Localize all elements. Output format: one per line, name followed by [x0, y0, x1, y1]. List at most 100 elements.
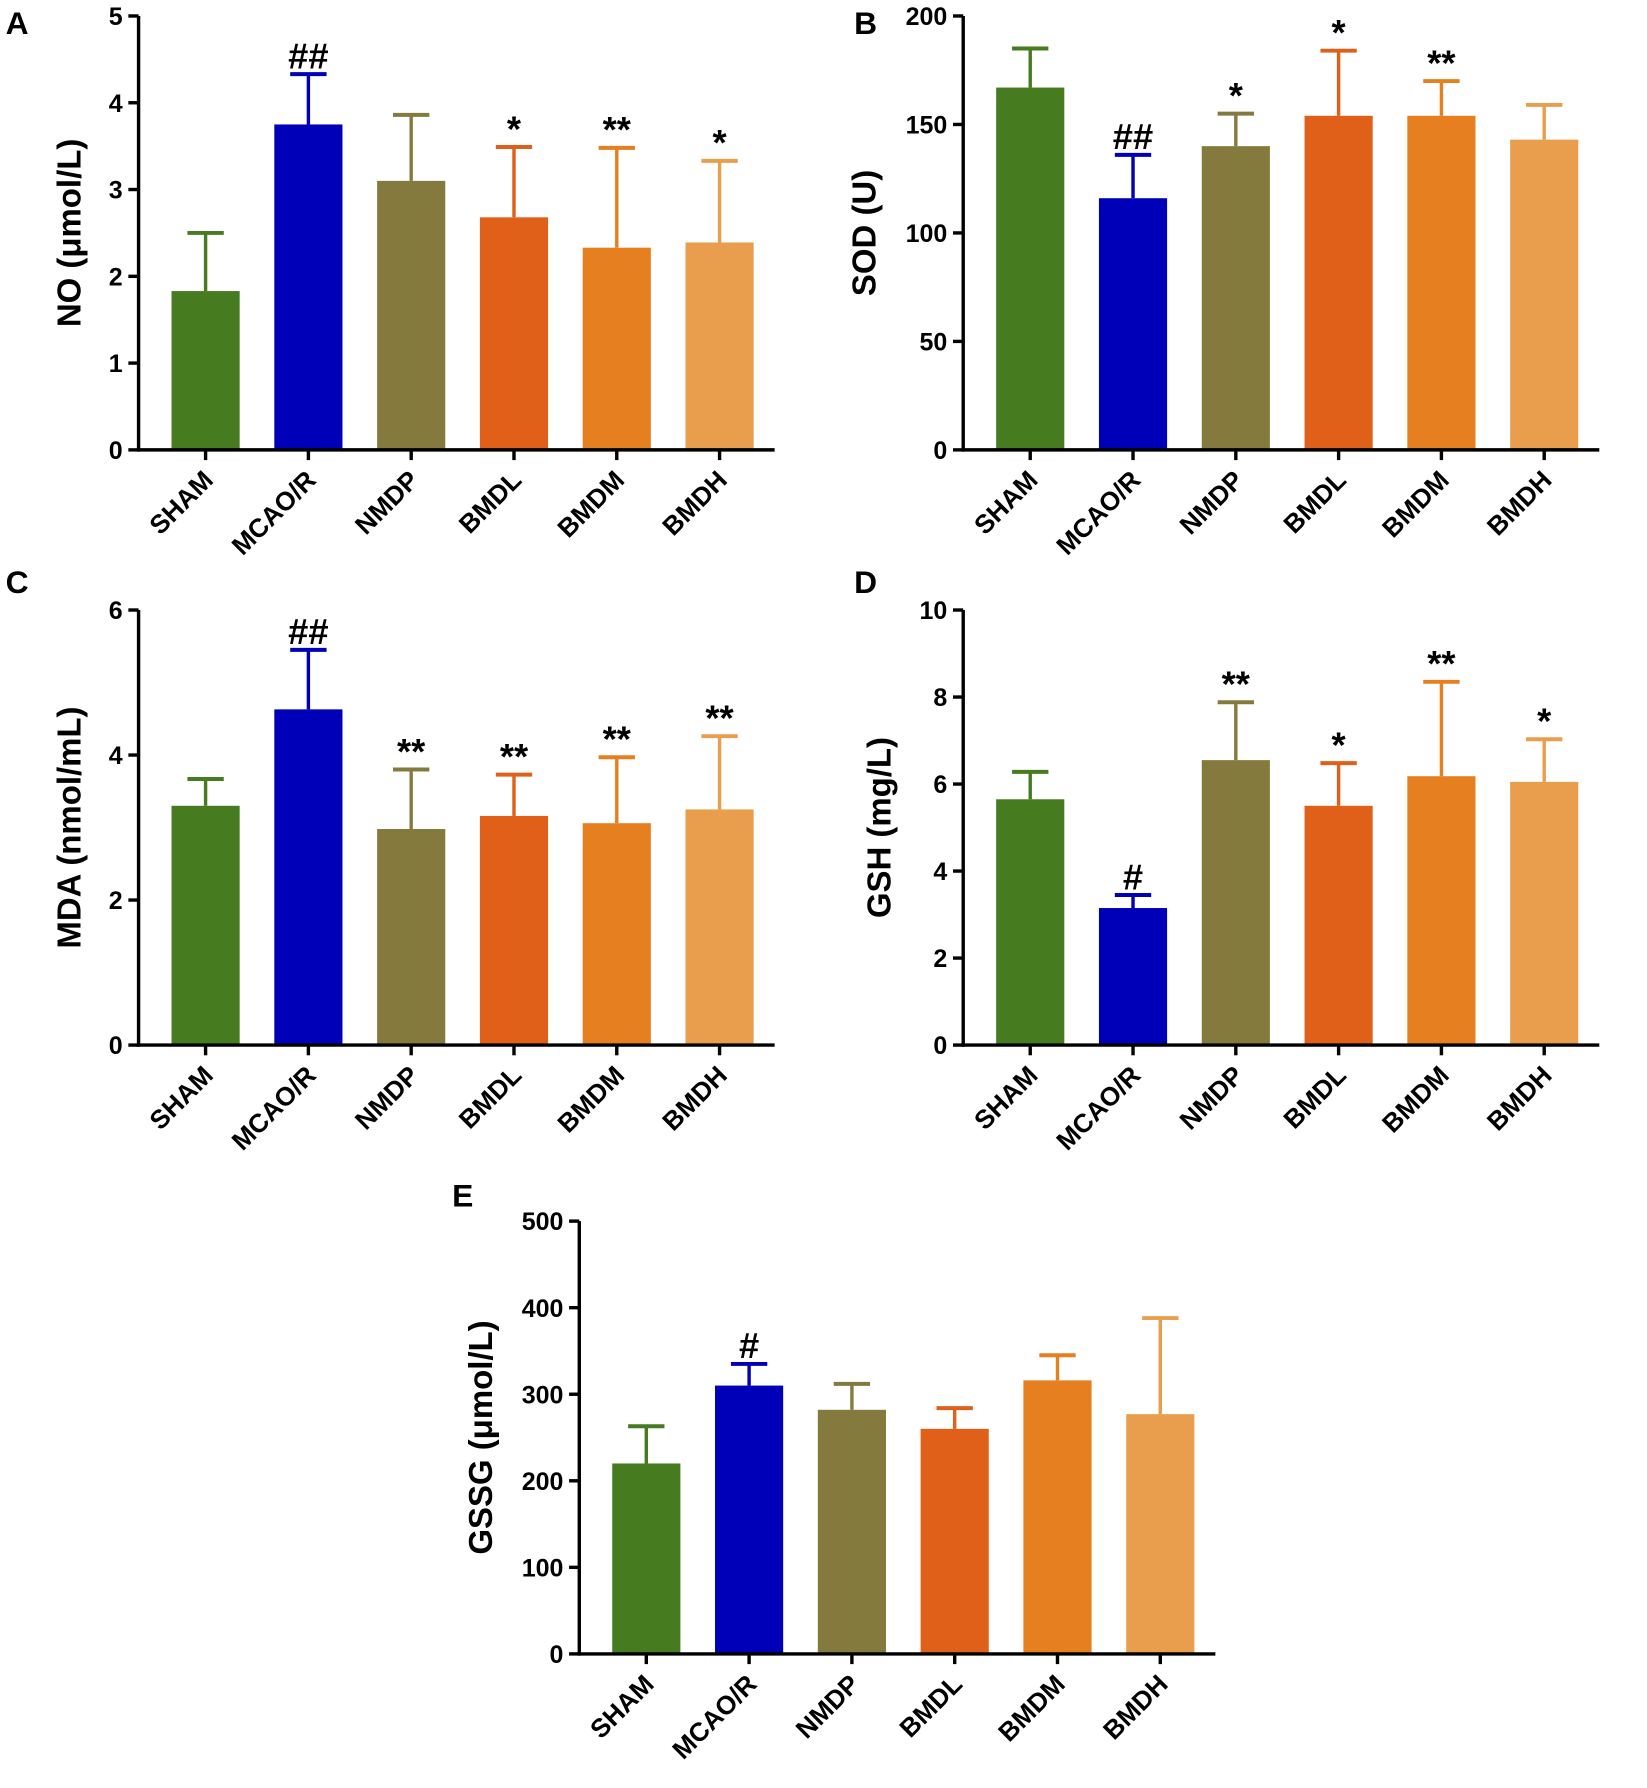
y-tick-label: 200: [906, 3, 948, 31]
y-tick-label: 2: [933, 945, 947, 973]
y-axis-label: GSSG (μmol/L): [462, 1320, 499, 1554]
y-tick-label: 1: [109, 350, 123, 378]
significance-label: **: [603, 109, 632, 150]
significance-label: **: [500, 736, 529, 777]
significance-label: **: [1427, 42, 1456, 83]
x-tick-label: SHAM: [968, 465, 1044, 541]
x-tick-label: SHAM: [143, 1060, 219, 1136]
bar-sham: [996, 87, 1065, 450]
x-tick-label: BMDL: [453, 1060, 528, 1135]
bar-bmdh: [685, 809, 754, 1046]
x-tick-label: BMDM: [1376, 465, 1455, 544]
bar-bmdh: [685, 242, 754, 450]
y-tick-label: 2: [109, 263, 123, 291]
significance-label: *: [712, 122, 727, 163]
x-tick-label: NMDP: [1174, 1060, 1250, 1136]
bar-bmdm: [1407, 115, 1476, 450]
y-tick-label: 2: [109, 887, 123, 915]
significance-label: #: [739, 1325, 759, 1366]
panel-label: A: [6, 5, 29, 41]
x-tick-label: BMDH: [1097, 1669, 1174, 1746]
x-tick-label: BMDH: [1481, 465, 1558, 542]
x-tick-label: BMDL: [1277, 465, 1352, 540]
bar-bmdh: [1510, 781, 1579, 1046]
x-tick-label: SHAM: [584, 1669, 660, 1745]
x-tick-label: BMDL: [893, 1669, 968, 1744]
y-tick-label: 6: [933, 771, 947, 799]
y-tick-label: 6: [109, 597, 123, 625]
y-axis-label: MDA (nmol/mL): [51, 706, 88, 948]
bar-nmdp: [377, 180, 446, 450]
y-tick-label: 200: [522, 1468, 564, 1496]
bar-bmdm: [582, 247, 651, 450]
y-tick-label: 4: [109, 742, 123, 770]
bar-bmdl: [920, 1428, 989, 1654]
significance-label: **: [603, 719, 632, 760]
significance-label: *: [1332, 12, 1347, 53]
x-tick-label: BMDM: [1376, 1060, 1455, 1139]
y-tick-label: 5: [109, 3, 123, 31]
significance-label: ##: [1113, 116, 1153, 157]
significance-label: *: [1332, 724, 1347, 765]
y-tick-label: 0: [109, 1032, 123, 1060]
y-tick-label: 0: [933, 437, 947, 465]
x-tick-label: BMDM: [551, 1060, 630, 1139]
significance-label: ##: [288, 611, 328, 652]
bar-bmdh: [1510, 139, 1579, 450]
x-tick-label: MCAO/R: [666, 1669, 762, 1765]
y-tick-label: 4: [109, 90, 123, 118]
y-tick-label: 10: [920, 597, 948, 625]
bar-nmdp: [817, 1409, 886, 1654]
bar-bmdm: [582, 823, 651, 1046]
significance-label: **: [1427, 643, 1456, 684]
bar-nmdp: [1201, 760, 1270, 1046]
panel-label: D: [854, 564, 877, 600]
x-tick-label: SHAM: [968, 1060, 1044, 1136]
x-tick-label: MCAO/R: [226, 1060, 322, 1156]
bar-bmdl: [1304, 115, 1373, 450]
y-tick-label: 8: [933, 684, 947, 712]
chart-panel-e: E SHAM # MCAO/R NMDP BMDL BMDM BMDH 0 100 200 300 40…: [452, 1177, 1216, 1765]
x-tick-label: MCAO/R: [226, 465, 322, 561]
y-tick-label: 500: [522, 1208, 564, 1236]
bar-sham: [612, 1463, 681, 1654]
bar-bmdl: [479, 815, 549, 1046]
bar-mcao-r: [1098, 198, 1168, 450]
significance-label: *: [1229, 75, 1244, 116]
bar-nmdp: [377, 829, 446, 1046]
bar-mcao-r: [274, 709, 343, 1046]
x-tick-label: NMDP: [349, 1060, 425, 1136]
x-tick-label: NMDP: [349, 465, 425, 541]
bar-bmdh: [1126, 1414, 1195, 1654]
significance-label: **: [705, 698, 734, 739]
x-tick-label: MCAO/R: [1050, 465, 1146, 561]
significance-label: ##: [288, 35, 328, 76]
y-tick-label: 400: [522, 1295, 564, 1323]
chart-panel-b: B SHAM ## MCAO/R * NMDP * BMDL ** BMDM BMDH 0 50 100 1…: [846, 3, 1600, 561]
x-tick-label: BMDH: [656, 1060, 733, 1137]
x-tick-label: BMDH: [656, 465, 733, 542]
x-tick-label: BMDH: [1481, 1060, 1558, 1137]
x-tick-label: BMDM: [992, 1669, 1071, 1748]
significance-label: #: [1123, 856, 1143, 897]
bar-bmdm: [1023, 1380, 1092, 1654]
panel-label: B: [854, 5, 877, 41]
panel-label: C: [6, 564, 29, 600]
y-axis-label: NO (μmol/L): [51, 139, 88, 327]
bar-mcao-r: [274, 124, 343, 450]
significance-label: **: [397, 731, 426, 772]
bar-bmdl: [479, 217, 549, 450]
panel-label: E: [452, 1177, 473, 1213]
bar-bmdm: [1407, 776, 1476, 1046]
bar-sham: [171, 805, 240, 1046]
y-axis-label: SOD (U): [846, 170, 883, 296]
x-tick-label: BMDM: [551, 465, 630, 544]
significance-label: *: [507, 108, 522, 149]
chart-panel-d: D SHAM # MCAO/R ** NMDP * BMDL ** BMDM * BMDH 0 2 4 6 8 1…: [854, 564, 1600, 1156]
x-tick-label: BMDL: [1277, 1060, 1352, 1135]
y-tick-label: 4: [933, 858, 947, 886]
x-tick-label: MCAO/R: [1050, 1060, 1146, 1156]
y-tick-label: 100: [522, 1554, 564, 1582]
significance-label: **: [1222, 664, 1251, 705]
chart-panel-a: A SHAM ## MCAO/R NMDP * BMDL ** BMDM * BMDH 0 1 2 3 4 5 N…: [6, 3, 775, 561]
